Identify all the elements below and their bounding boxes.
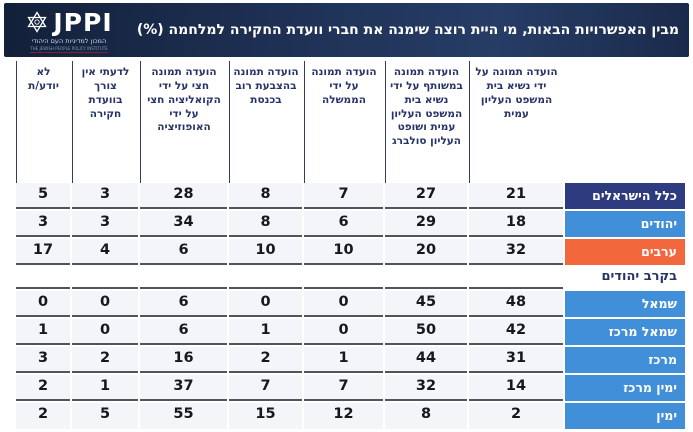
column-header: הועדה תמונה במשותף על ידי נשיא בית המשפט… [385, 61, 467, 183]
table-cell: 10 [304, 239, 383, 265]
row-label: ערבים [565, 239, 685, 265]
section-header: בקרב יהודים [601, 269, 677, 284]
table-cell: 10 [229, 239, 302, 265]
table-cell: 8 [385, 403, 467, 429]
table-cell: 21 [469, 183, 563, 209]
table-cell: 2 [229, 347, 302, 373]
table-cell: 45 [385, 291, 467, 317]
table-cell: 1 [16, 319, 70, 345]
table-cell: 31 [469, 347, 563, 373]
table-cell: 7 [304, 183, 383, 209]
row-label: שמאל [565, 291, 685, 317]
jppi-logo: JPPI המכון למדיניות העם היהודי THE JEWIS… [4, 6, 126, 55]
brand-tagline-english: THE JEWISH PEOPLE POLICY INSTITUTE [30, 45, 108, 53]
table-cell: 18 [469, 211, 563, 237]
table-cell: 32 [469, 239, 563, 265]
table-cell: 8 [229, 183, 302, 209]
table-cell: 8 [229, 211, 302, 237]
row-label: שמאל מרכז [565, 319, 685, 345]
column-header: לדעתי אין צורך בוועדת חקירה [72, 61, 138, 183]
table-row: יהודים 18 29 6 8 34 3 3 [0, 211, 693, 237]
table-cell: 3 [16, 347, 70, 373]
column-header: הועדה תמונה על ידי נשיא בית המשפט העליון… [469, 61, 563, 183]
table-cell: 2 [469, 403, 563, 429]
table-cell: 1 [304, 347, 383, 373]
row-label: ימין מרכז [565, 375, 685, 401]
table-cell: 0 [72, 291, 138, 317]
brand-name: JPPI [53, 7, 113, 37]
table-cell: 42 [469, 319, 563, 345]
section-divider [469, 267, 563, 289]
table-cell: 48 [469, 291, 563, 317]
table-cell: 2 [16, 403, 70, 429]
column-header: הועדה תמונה חצי על ידי הקואליציה חצי על … [140, 61, 227, 183]
table-cell: 15 [229, 403, 302, 429]
row-label: כלל הישראלים [565, 183, 685, 209]
section-divider [229, 267, 302, 289]
row-label: יהודים [565, 211, 685, 237]
header-corner-spacer [565, 61, 685, 183]
table-cell: 3 [72, 183, 138, 209]
column-header: הועדה תמונה בהצבעת רוב בכנסת [229, 61, 302, 183]
table-cell: 17 [16, 239, 70, 265]
section-divider [385, 267, 467, 289]
table-cell: 44 [385, 347, 467, 373]
section-header-row: בקרב יהודים [0, 267, 693, 289]
table-cell: 0 [229, 291, 302, 317]
table-row: שמאל 48 45 0 0 6 0 0 [0, 291, 693, 317]
brand-tagline-hebrew: המכון למדיניות העם היהודי [31, 36, 107, 45]
table-row: ימין 2 8 12 15 55 5 2 [0, 403, 693, 429]
table-cell: 5 [72, 403, 138, 429]
table-cell: 1 [72, 375, 138, 401]
table-cell: 3 [72, 211, 138, 237]
table-cell: 28 [140, 183, 227, 209]
table-row: ימין מרכז 14 32 7 7 37 1 2 [0, 375, 693, 401]
table-cell: 0 [304, 319, 383, 345]
table-cell: 6 [140, 291, 227, 317]
table-cell: 16 [140, 347, 227, 373]
table-cell: 34 [140, 211, 227, 237]
table-cell: 50 [385, 319, 467, 345]
table-cell: 6 [140, 239, 227, 265]
table-row: כלל הישראלים 21 27 7 8 28 3 5 [0, 183, 693, 209]
table-cell: 6 [304, 211, 383, 237]
table-row: ערבים 32 20 10 10 6 4 17 [0, 239, 693, 265]
table-cell: 55 [140, 403, 227, 429]
table-cell: 4 [72, 239, 138, 265]
column-header: לא יודע/ת [16, 61, 70, 183]
page-title: מבין האפשרויות הבאות, מי היית רוצה שימנה… [136, 22, 679, 38]
table-cell: 27 [385, 183, 467, 209]
table-cell: 29 [385, 211, 467, 237]
table-cell: 14 [469, 375, 563, 401]
table-cell: 12 [304, 403, 383, 429]
table-cell: 5 [16, 183, 70, 209]
column-header-row: הועדה תמונה על ידי נשיא בית המשפט העליון… [0, 61, 693, 183]
table-cell: 7 [304, 375, 383, 401]
table-cell: 1 [229, 319, 302, 345]
table-cell: 20 [385, 239, 467, 265]
section-divider [140, 267, 227, 289]
table-cell: 6 [140, 319, 227, 345]
table-row: שמאל מרכז 42 50 0 1 6 0 1 [0, 319, 693, 345]
column-header: הועדה תמונה על ידי הממשלה [304, 61, 383, 183]
table-cell: 0 [72, 319, 138, 345]
star-of-david-icon [27, 11, 48, 33]
section-divider [16, 267, 70, 289]
table-cell: 32 [385, 375, 467, 401]
row-label: מרכז [565, 347, 685, 373]
row-label: ימין [565, 403, 685, 429]
table-cell: 3 [16, 211, 70, 237]
table-cell: 2 [72, 347, 138, 373]
table-row: מרכז 31 44 1 2 16 2 3 [0, 347, 693, 373]
section-divider [72, 267, 138, 289]
table-cell: 2 [16, 375, 70, 401]
table-cell: 0 [16, 291, 70, 317]
header-bar: JPPI המכון למדיניות העם היהודי THE JEWIS… [4, 3, 689, 57]
section-divider [304, 267, 383, 289]
table-cell: 37 [140, 375, 227, 401]
table-cell: 0 [304, 291, 383, 317]
table-cell: 7 [229, 375, 302, 401]
